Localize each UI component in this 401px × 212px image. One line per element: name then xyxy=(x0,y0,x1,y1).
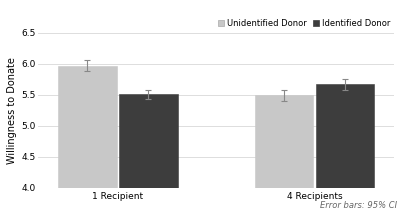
Bar xyxy=(255,95,313,212)
Bar xyxy=(316,84,374,212)
Y-axis label: Willingness to Donate: Willingness to Donate xyxy=(7,57,17,164)
Bar xyxy=(119,94,178,212)
Text: Error bars: 95% CI: Error bars: 95% CI xyxy=(320,201,397,210)
Bar xyxy=(58,66,117,212)
Legend: Unidentified Donor, Identified Donor: Unidentified Donor, Identified Donor xyxy=(219,19,390,28)
